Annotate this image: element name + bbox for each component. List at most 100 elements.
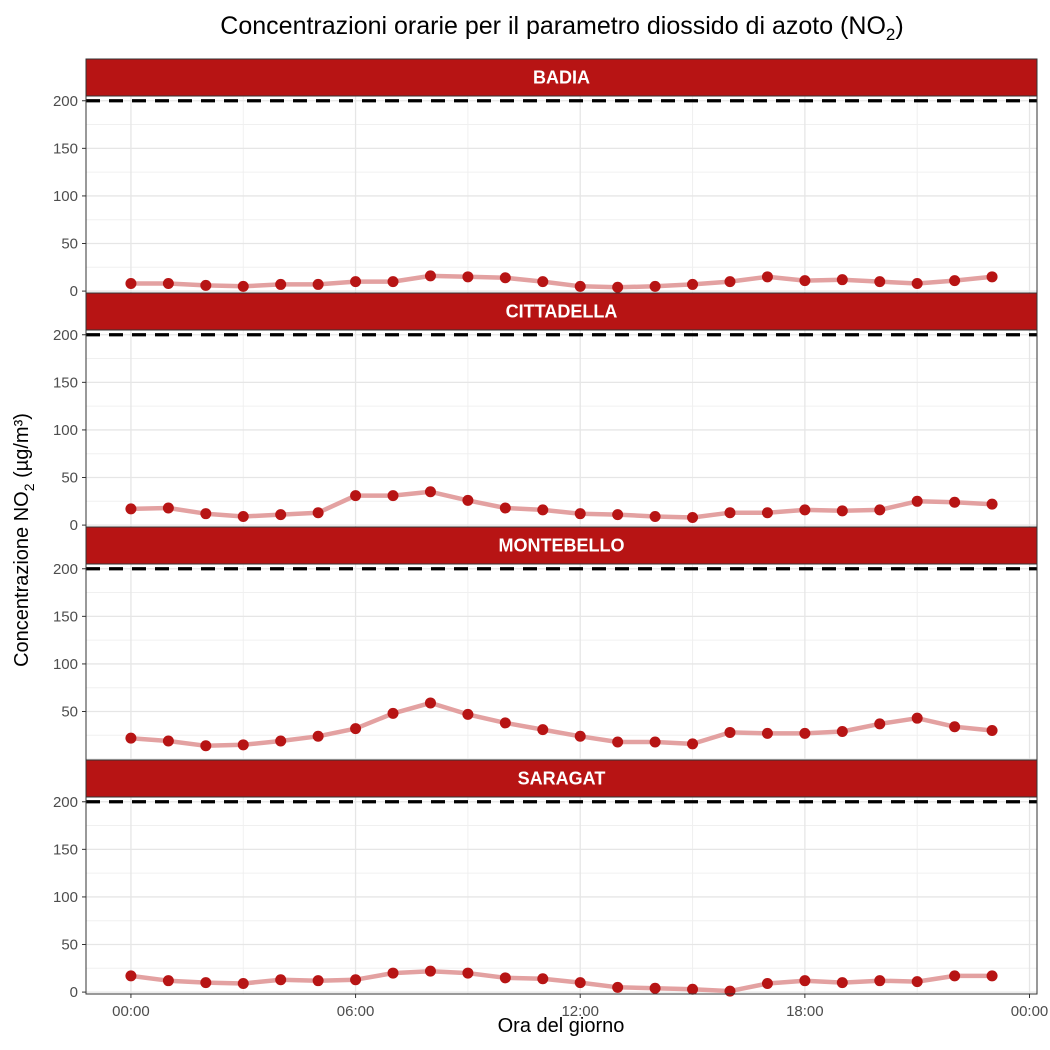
- data-point: [836, 274, 848, 286]
- data-point: [799, 975, 811, 987]
- data-point: [687, 278, 699, 290]
- data-point: [162, 975, 174, 987]
- data-point: [200, 977, 212, 989]
- panel-border: [85, 796, 1038, 995]
- data-point: [949, 721, 961, 733]
- y-tick-label: 0: [70, 517, 78, 534]
- panel-strip: [85, 292, 1038, 331]
- data-point: [350, 974, 362, 986]
- data-point: [724, 507, 736, 519]
- data-point: [649, 280, 661, 292]
- data-point: [836, 725, 848, 737]
- data-point: [874, 504, 886, 516]
- data-point: [911, 277, 923, 289]
- data-point: [237, 978, 249, 990]
- data-point: [874, 975, 886, 987]
- data-point: [387, 967, 399, 979]
- data-point: [986, 725, 998, 737]
- y-tick-label: 200: [53, 93, 78, 110]
- panel-montebello: MONTEBELLO 50 100 150 200: [53, 526, 1038, 762]
- data-point: [350, 276, 362, 288]
- data-point: [237, 280, 249, 292]
- panel-strip-label: CITTADELLA: [506, 302, 618, 322]
- data-point: [125, 503, 137, 515]
- data-point: [424, 697, 436, 709]
- data-point: [836, 977, 848, 989]
- data-point: [275, 974, 287, 986]
- y-tick-label: 50: [61, 937, 78, 954]
- data-point: [387, 490, 399, 502]
- panel-cittadella: CITTADELLA 0 50 100 150 200: [53, 292, 1038, 534]
- series-line: [130, 273, 993, 290]
- y-tick-label: 50: [61, 236, 78, 253]
- data-point: [574, 508, 586, 520]
- data-point: [986, 970, 998, 982]
- data-point: [424, 486, 436, 498]
- data-point: [312, 975, 324, 987]
- data-point: [799, 504, 811, 516]
- chart-title: Concentrazioni orarie per il parametro d…: [220, 12, 903, 44]
- data-point: [499, 272, 511, 284]
- data-point: [874, 718, 886, 730]
- data-point: [574, 730, 586, 742]
- y-tick-label: 100: [53, 656, 78, 673]
- data-point: [312, 278, 324, 290]
- data-point: [724, 726, 736, 738]
- data-point: [462, 967, 474, 979]
- y-tick-label: 200: [53, 327, 78, 344]
- data-point: [574, 280, 586, 292]
- data-point: [424, 270, 436, 282]
- y-tick-label: 0: [70, 283, 78, 300]
- data-point: [687, 738, 699, 750]
- panel-strip-label: BADIA: [533, 68, 590, 88]
- data-point: [462, 708, 474, 720]
- data-point: [874, 276, 886, 288]
- series-line: [130, 700, 993, 749]
- y-tick-label: 50: [61, 704, 78, 721]
- data-point: [911, 712, 923, 724]
- data-point: [275, 278, 287, 290]
- data-point: [275, 509, 287, 521]
- data-point: [312, 507, 324, 519]
- data-point: [424, 965, 436, 977]
- data-point: [200, 508, 212, 520]
- panel-strip-label: MONTEBELLO: [499, 536, 625, 556]
- data-point: [761, 271, 773, 283]
- data-point: [649, 982, 661, 994]
- data-point: [761, 507, 773, 519]
- data-point: [574, 977, 586, 989]
- data-point: [387, 707, 399, 719]
- y-tick-label: 50: [61, 470, 78, 487]
- data-point: [200, 740, 212, 752]
- data-point: [537, 973, 549, 985]
- y-axis-title: Concentrazione NO2 (µg/m³): [11, 413, 37, 667]
- data-point: [612, 509, 624, 521]
- data-point: [612, 281, 624, 293]
- data-point: [949, 970, 961, 982]
- data-point: [911, 976, 923, 988]
- data-point: [612, 736, 624, 748]
- panel-strip-label: SARAGAT: [518, 769, 606, 789]
- data-point: [462, 271, 474, 283]
- y-tick-label: 100: [53, 889, 78, 906]
- data-point: [836, 505, 848, 517]
- panel-badia: BADIA 0 50 100 150 200: [53, 58, 1038, 300]
- data-point: [275, 735, 287, 747]
- panel-border: [85, 329, 1038, 528]
- data-point: [724, 985, 736, 997]
- data-point: [799, 275, 811, 287]
- data-point: [724, 276, 736, 288]
- x-tick-label: 18:00: [786, 1003, 824, 1020]
- data-point: [799, 727, 811, 739]
- data-point: [125, 970, 137, 982]
- y-tick-label: 150: [53, 841, 78, 858]
- data-point: [537, 276, 549, 288]
- x-tick-label: 06:00: [337, 1003, 375, 1020]
- data-point: [949, 275, 961, 287]
- data-point: [649, 511, 661, 523]
- data-point: [162, 277, 174, 289]
- y-tick-label: 100: [53, 422, 78, 439]
- x-tick-label: 00:00: [112, 1003, 150, 1020]
- data-point: [761, 978, 773, 990]
